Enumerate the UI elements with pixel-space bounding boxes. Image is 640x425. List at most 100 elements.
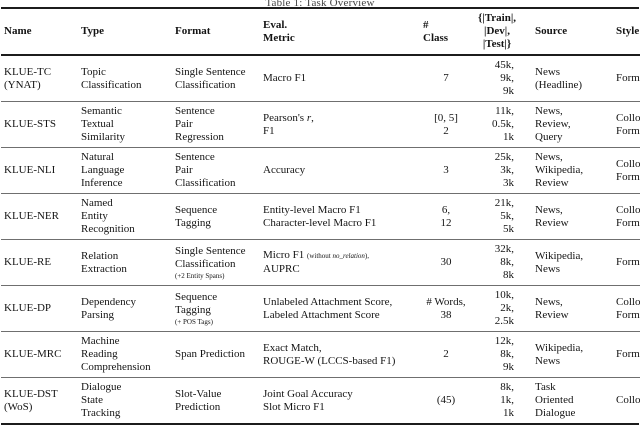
text-segment: Extraction [81, 262, 127, 275]
text-segment: Entity [81, 210, 108, 222]
text-segment: Similarity [81, 131, 125, 143]
text-segment: 2 [443, 124, 449, 137]
cell-class: (45) [421, 378, 471, 424]
text-segment: Labeled Attachment Score [263, 308, 380, 321]
cell-type: Dialogue State Tracking [79, 378, 173, 424]
text-segment: KLUE-NLI [4, 164, 56, 176]
text-segment: Formal [616, 256, 640, 268]
text-segment: 8k, [500, 348, 514, 360]
cell-format: Sequence Tagging (+ POS Tags) [173, 286, 261, 332]
text-segment: 8k [503, 269, 514, 281]
cell-name: KLUE-DP [1, 286, 79, 332]
cell-class: 7 [421, 55, 471, 102]
text-segment: 5k [503, 223, 514, 235]
cell-metric: Accuracy [261, 148, 421, 194]
text-segment: Prediction [175, 400, 221, 413]
cell-splits: 21k, 5k, 5k [471, 194, 521, 240]
text-segment: KLUE-STS [4, 118, 56, 130]
text-segment: News [535, 65, 561, 78]
text-segment: Eval. [263, 18, 288, 31]
text-segment: News, [535, 151, 563, 163]
text-segment: 21k, [494, 197, 514, 209]
text-segment: KLUE-RE [4, 256, 52, 268]
text-segment: Classification [175, 257, 236, 270]
cell-type: Semantic Textual Similarity [79, 102, 173, 148]
text-segment: Exact Match, [263, 341, 322, 354]
text-segment: Wikipedia, [535, 164, 584, 176]
table-row: KLUE-DST (WoS) Dialogue State Tracking Slot-V… [1, 377, 640, 424]
text-segment: Single Sentence [175, 65, 246, 78]
text-segment: Colloquial, [616, 203, 640, 216]
text-segment: |Test|} [482, 38, 512, 50]
cell-type: Named Entity Recognition [79, 194, 173, 240]
cell-class: # Words, 38 [421, 286, 471, 332]
text-segment: News [535, 262, 561, 275]
column-header-format: Format [173, 9, 261, 55]
text-segment: 1k [503, 407, 514, 419]
cell-class: 6, 12 [421, 194, 471, 240]
column-header-splits: {|Train|, |Dev|, |Test|} [471, 9, 521, 55]
cell-name: KLUE-NLI [1, 148, 79, 194]
cell-splits: 11k, 0.5k, 1k [471, 102, 521, 148]
cell-name: KLUE-MRC [1, 332, 79, 378]
cell-style: Colloquial,Formal [613, 102, 640, 148]
cell-class: 2 [421, 332, 471, 378]
cell-source: Wikipedia, News [521, 240, 613, 286]
text-segment: 9k [503, 361, 514, 373]
text-segment: {|Train|, [477, 12, 516, 24]
text-segment: Slot-Value [175, 387, 222, 400]
text-segment: 32k, [494, 243, 514, 255]
column-header-type: Type [79, 9, 173, 55]
cell-name: KLUE-STS [1, 102, 79, 148]
text-segment: F1 [263, 124, 275, 137]
text-segment: 2.5k [494, 315, 514, 327]
text-segment: Class [423, 31, 449, 44]
text-segment: Dialogue [535, 407, 576, 419]
cell-format: Sentence Pair Regression [173, 102, 261, 148]
text-segment: Micro F1 [263, 249, 307, 261]
cell-name: KLUE-NER [1, 194, 79, 240]
text-segment: 1k [503, 131, 514, 143]
text-segment: (+2 Entity Spans) [175, 271, 225, 280]
text-segment: Comprehension [81, 361, 151, 373]
table-caption-clipped: Table 1: Task Overview [0, 0, 640, 7]
cell-format: Sequence Tagging [173, 194, 261, 240]
text-segment: Task [535, 381, 556, 393]
text-segment: 0.5k, [492, 118, 514, 130]
cell-style: Formal [613, 240, 640, 286]
cell-class: [0, 5] 2 [421, 102, 471, 148]
text-segment: Tagging [175, 216, 211, 229]
cell-style: Colloquial,Formal [613, 194, 640, 240]
text-segment: 12 [440, 216, 452, 229]
text-segment: Sequence [175, 203, 218, 216]
cell-type: Relation Extraction [79, 240, 173, 286]
text-segment: Dialogue [81, 381, 122, 393]
task-table-body: KLUE-TC (YNAT) Topic Classification Single S… [1, 55, 640, 423]
cell-metric: Unlabeled Attachment Score, Labeled Attac… [261, 286, 421, 332]
cell-source: News (Headline) [521, 55, 613, 102]
text-segment: Inference [81, 177, 123, 189]
text-segment: 9k, [500, 72, 514, 84]
text-segment: Tagging [175, 303, 211, 316]
text-segment: State [81, 394, 103, 406]
cell-metric: Pearson's r, F1 [261, 102, 421, 148]
cell-class: 3 [421, 148, 471, 194]
text-segment: 9k [503, 85, 514, 97]
cell-type: Machine Reading Comprehension [79, 332, 173, 378]
text-segment: Recognition [81, 223, 135, 235]
cell-format: Span Prediction [173, 332, 261, 378]
cell-name: KLUE-TC (YNAT) [1, 55, 79, 102]
text-segment: Character-level Macro F1 [263, 216, 377, 229]
text-segment: 12k, [494, 335, 514, 347]
text-segment: ), [364, 252, 369, 260]
cell-format: Sentence Pair Classification [173, 148, 261, 194]
cell-source: Wikipedia, News [521, 332, 613, 378]
text-segment: Classification [81, 78, 142, 91]
table-row: KLUE-NER Named Entity Recognition Sequence Ta… [1, 193, 640, 240]
text-segment: 45k, [494, 59, 514, 71]
text-segment: # [423, 18, 429, 31]
cell-class: 30 [421, 240, 471, 286]
text-segment: Pair [175, 164, 193, 176]
text-segment: Language [81, 164, 125, 176]
text-segment: Formal [616, 170, 640, 183]
